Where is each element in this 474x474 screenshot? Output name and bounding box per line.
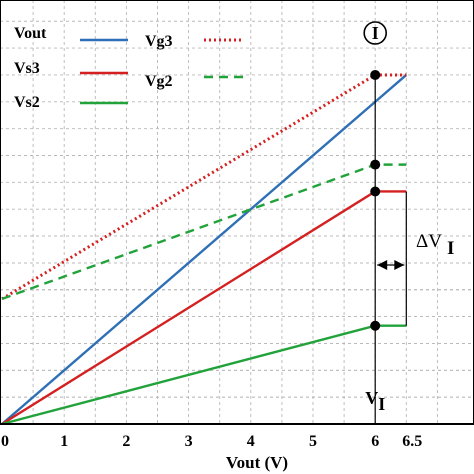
x-tick-label: 0 [1, 433, 9, 450]
legend-label-vs2: Vs2 [14, 94, 40, 111]
legend-label-vs3: Vs3 [14, 60, 40, 77]
x-tick-label: 1 [60, 433, 68, 450]
legend: Vout Vs3 Vs2 Vg3 Vg2 [14, 25, 244, 111]
legend-label-vout: Vout [14, 25, 47, 42]
annotations: IΔV IV I [363, 21, 454, 424]
x-tick-label: 4 [247, 433, 255, 450]
marker-dot [370, 69, 381, 80]
x-tick-label: 3 [185, 433, 193, 450]
series-line-vg3 [1, 73, 407, 301]
delta-vi-label: ΔV [416, 231, 442, 252]
grid [0, 0, 474, 424]
series-line-vs2 [1, 324, 407, 426]
x-tick-labels: 0 1 2 3 4 5 6 6.5 [1, 433, 422, 450]
x-axis-label: Vout (V) [226, 453, 288, 472]
delta-arrowhead-right [394, 260, 405, 270]
x-tick-label: 2 [122, 433, 130, 450]
circled-label-ring [363, 21, 388, 45]
delta-vi-subscript: I [447, 238, 454, 259]
x-tick-label: 5 [309, 433, 317, 450]
vi-subscript: I [378, 394, 385, 414]
legend-label-vg2: Vg2 [145, 73, 173, 90]
vi-label: V [365, 388, 378, 408]
circled-label: I [372, 23, 379, 43]
marker-dot [370, 320, 381, 331]
series-group [1, 73, 408, 426]
delta-arrowhead-left [377, 260, 388, 270]
plot-frame [0, 0, 474, 425]
x-tick-label: 6 [371, 433, 379, 450]
marker-dot [370, 186, 381, 197]
x-tick-label: 6.5 [402, 433, 422, 450]
marker-dot [370, 159, 381, 170]
series-line-vout [1, 74, 408, 425]
legend-label-vg3: Vg3 [145, 33, 173, 50]
series-line-vg2 [1, 163, 407, 301]
